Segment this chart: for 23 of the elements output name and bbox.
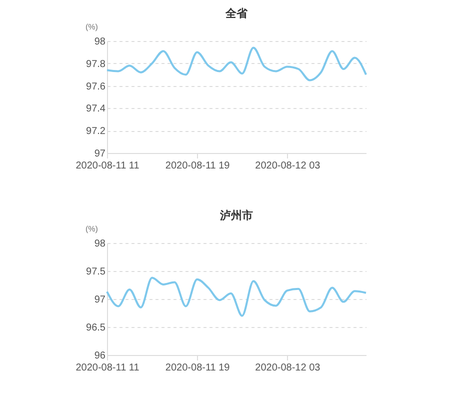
- y-tick-label: 97.6: [86, 81, 106, 92]
- y-tick-label: 96: [94, 350, 106, 362]
- x-tick-label: 2020-08-12 03: [255, 362, 321, 374]
- x-tick-label: 2020-08-11 19: [165, 362, 230, 374]
- y-tick-label: 97.8: [86, 58, 106, 70]
- x-tick-label: 2020-08-11 11: [76, 160, 140, 172]
- x-tick-label: 2020-08-12 03: [255, 160, 321, 172]
- line-series: [106, 46, 367, 82]
- y-tick-label: 97: [94, 148, 106, 160]
- x-tick-label: 2020-08-11 11: [76, 362, 140, 374]
- chart-title: 泸州市: [219, 209, 253, 222]
- y-axis-title: (%): [86, 22, 98, 32]
- y-tick-label: 97.4: [86, 104, 106, 115]
- y-tick-label: 98: [94, 36, 106, 48]
- x-tick-label: 2020-08-11 19: [165, 160, 230, 172]
- y-axis-title: (%): [86, 224, 98, 234]
- y-tick-label: 96.5: [86, 322, 106, 334]
- chart-title: 全省: [224, 7, 248, 20]
- y-tick-label: 97.2: [86, 126, 106, 138]
- y-tick-label: 98: [94, 238, 106, 250]
- y-tick-label: 97: [94, 294, 106, 306]
- line-series: [106, 276, 367, 317]
- y-tick-label: 97.5: [86, 266, 106, 278]
